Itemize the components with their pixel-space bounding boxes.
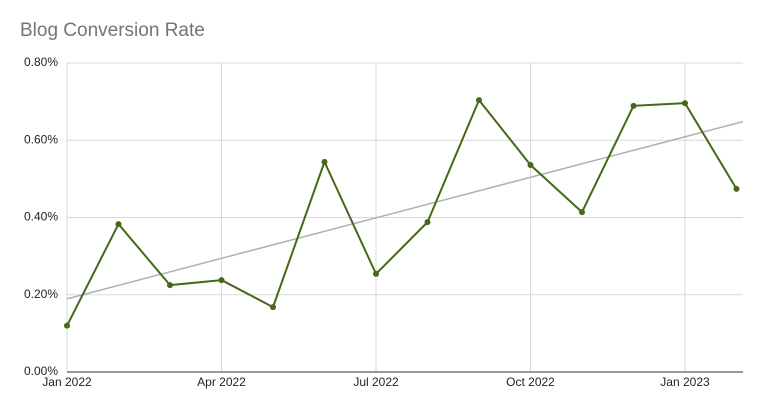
data-point (321, 158, 328, 165)
trendline (66, 120, 744, 300)
data-point (64, 322, 70, 329)
x-tick-label: Jul 2022 (353, 375, 399, 389)
data-point (527, 161, 534, 168)
y-tick-label: 0.00% (24, 364, 58, 378)
data-point (682, 100, 688, 107)
y-tick-label: 0.60% (24, 132, 58, 146)
y-tick-label: 0.80% (24, 55, 58, 69)
data-point (424, 219, 431, 226)
x-tick-label: Jan 2023 (660, 375, 710, 389)
data-point (373, 270, 379, 277)
data-point (270, 304, 276, 311)
chart-title: Blog Conversion Rate (20, 20, 205, 41)
y-tick-label: 0.20% (24, 287, 58, 301)
data-point (218, 277, 225, 284)
data-point (630, 102, 637, 109)
data-point (476, 97, 482, 104)
data-point (579, 209, 585, 216)
data-point (733, 185, 740, 192)
data-line (66, 99, 738, 327)
x-tick-label: Oct 2022 (506, 375, 555, 389)
y-tick-label: 0.40% (24, 210, 58, 224)
x-tick-label: Apr 2022 (197, 375, 246, 389)
x-tick-label: Jan 2022 (42, 375, 92, 389)
data-point (167, 282, 173, 289)
data-point (115, 221, 122, 228)
